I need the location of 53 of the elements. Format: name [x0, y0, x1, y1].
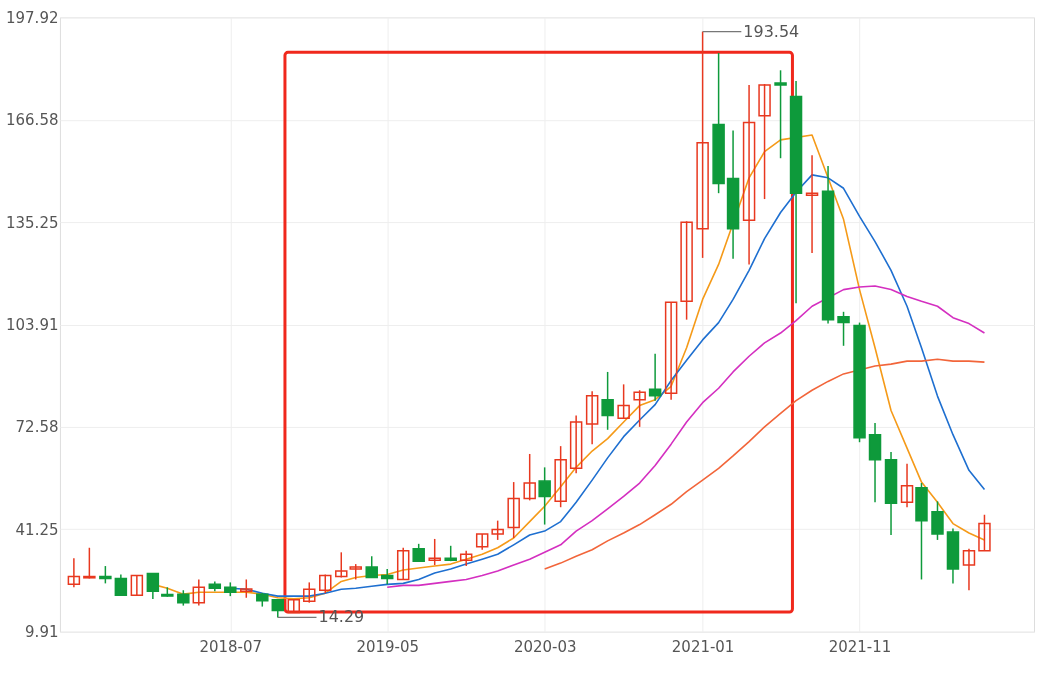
y-tick-label: 135.25 — [6, 213, 59, 232]
candlestick — [287, 598, 301, 614]
x-tick-label: 2018-07 — [199, 638, 263, 657]
y-tick-label: 197.92 — [6, 8, 59, 27]
candlestick — [335, 551, 348, 579]
candlestick — [83, 547, 96, 580]
candlestick — [837, 311, 850, 347]
candlestick — [962, 547, 976, 591]
x-tick-label: 2019-05 — [356, 638, 419, 657]
candlestick — [664, 301, 678, 401]
candlestick — [428, 538, 441, 566]
candlestick — [742, 84, 756, 266]
candlestick — [680, 220, 693, 321]
candlestick — [805, 154, 819, 254]
candlestick — [475, 533, 489, 551]
candlestick — [538, 466, 551, 526]
y-tick-label: 103.91 — [6, 316, 59, 335]
y-tick-label: 9.91 — [25, 623, 59, 642]
candlestick — [240, 578, 253, 599]
candlestick — [319, 573, 332, 594]
candlestick — [491, 519, 504, 541]
candlestick — [303, 581, 316, 604]
candlestick — [648, 352, 662, 402]
annotation: 193.54 — [743, 21, 800, 41]
candlestick — [365, 555, 378, 579]
candlestick — [569, 414, 583, 474]
candlestick — [380, 568, 394, 586]
y-tick-label: 166.58 — [6, 111, 59, 130]
candlestick — [554, 445, 567, 508]
candlestick — [900, 463, 914, 508]
candlestick — [758, 83, 771, 200]
candlestick — [601, 371, 614, 431]
line-series — [386, 285, 986, 589]
candlestick — [507, 481, 520, 539]
candlestick — [192, 578, 206, 607]
x-tick-label: 2021-11 — [828, 638, 892, 657]
line-series — [543, 358, 986, 570]
x-tick-label: 2020-03 — [513, 638, 577, 657]
candlestick — [146, 572, 160, 600]
candlestick — [978, 514, 991, 552]
candlestick — [931, 500, 944, 541]
candlestick — [774, 69, 787, 159]
y-tick-label: 72.58 — [15, 418, 59, 437]
candlestick — [459, 549, 473, 567]
candlestick — [523, 453, 536, 502]
candlestick — [130, 574, 144, 597]
x-tick-label: 2021-01 — [671, 638, 735, 657]
candlestick — [585, 390, 599, 445]
candlestick — [396, 547, 410, 581]
candlestick — [633, 389, 646, 428]
candlestick — [67, 557, 81, 589]
y-tick-label: 41.25 — [15, 520, 59, 539]
candlestick — [617, 383, 630, 420]
